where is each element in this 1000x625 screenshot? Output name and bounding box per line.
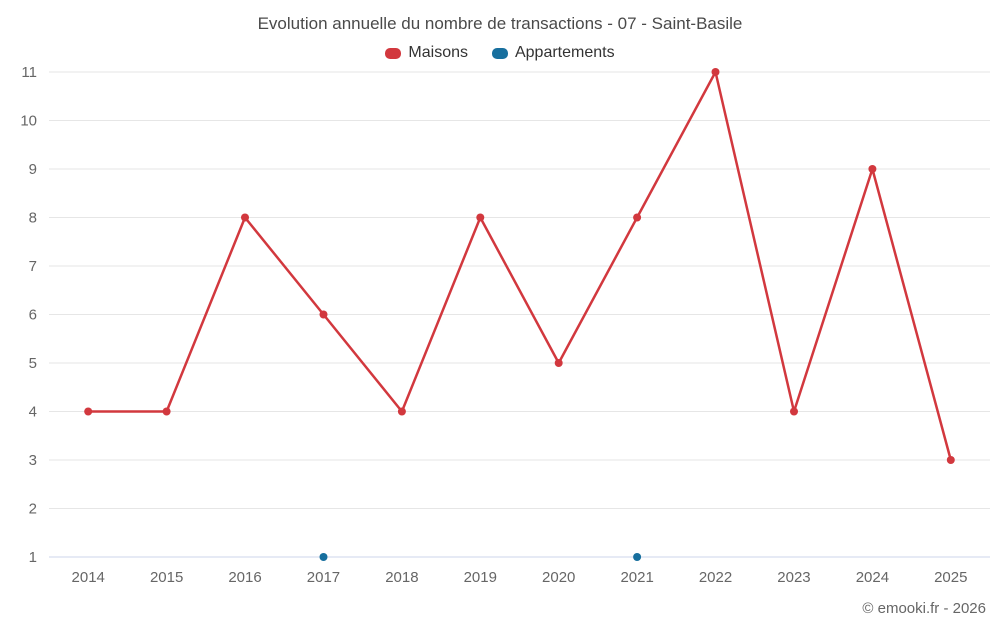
y-tick-label: 11 [21, 64, 37, 81]
legend-item-appartements[interactable]: Appartements [491, 44, 615, 62]
x-tick-label: 2019 [464, 569, 497, 586]
legend-item-maisons[interactable]: Maisons [385, 44, 468, 62]
x-tick-label: 2021 [620, 569, 653, 586]
data-point-maisons[interactable] [711, 68, 720, 76]
data-point-maisons[interactable] [319, 310, 328, 319]
legend-swatch [385, 47, 402, 59]
data-point-maisons[interactable] [84, 407, 93, 416]
x-tick-label: 2025 [934, 569, 967, 586]
data-point-maisons[interactable] [397, 407, 406, 416]
credits-link[interactable]: © emooki.fr - 2026 [862, 600, 986, 617]
data-point-maisons[interactable] [868, 165, 877, 173]
x-tick-label: 2022 [699, 569, 732, 586]
data-point-appartements[interactable] [319, 553, 328, 561]
y-tick-label: 1 [29, 549, 37, 566]
y-tick-label: 9 [29, 161, 37, 178]
x-tick-label: 2018 [385, 569, 418, 586]
data-point-maisons[interactable] [633, 213, 642, 222]
x-tick-label: 2014 [72, 569, 105, 586]
y-tick-label: 7 [29, 258, 37, 275]
data-point-maisons[interactable] [162, 407, 171, 416]
y-tick-label: 6 [29, 307, 37, 324]
x-tick-label: 2016 [228, 569, 261, 586]
y-tick-label: 4 [29, 404, 37, 421]
x-tick-label: 2017 [307, 569, 340, 586]
data-point-maisons[interactable] [554, 359, 563, 367]
legend-label: Appartements [514, 44, 615, 61]
data-point-appartements[interactable] [633, 553, 642, 561]
y-tick-label: 2 [29, 501, 37, 518]
legend: Maisons Appartements [0, 44, 1000, 62]
y-tick-label: 5 [29, 355, 37, 372]
legend-label: Maisons [408, 44, 468, 61]
data-point-maisons[interactable] [241, 213, 249, 222]
data-point-maisons[interactable] [790, 407, 798, 416]
series-line-maisons [86, 70, 953, 462]
data-point-maisons[interactable] [476, 213, 485, 222]
x-tick-label: 2023 [777, 569, 810, 586]
y-tick-label: 10 [20, 113, 37, 130]
y-tick-label: 8 [29, 210, 37, 227]
data-point-maisons[interactable] [946, 456, 955, 464]
x-tick-label: 2024 [856, 569, 889, 586]
x-tick-label: 2015 [150, 569, 183, 586]
x-tick-label: 2020 [542, 569, 575, 586]
chart-title: Evolution annuelle du nombre de transact… [257, 14, 743, 33]
legend-swatch [491, 47, 508, 59]
y-tick-label: 3 [29, 452, 37, 469]
